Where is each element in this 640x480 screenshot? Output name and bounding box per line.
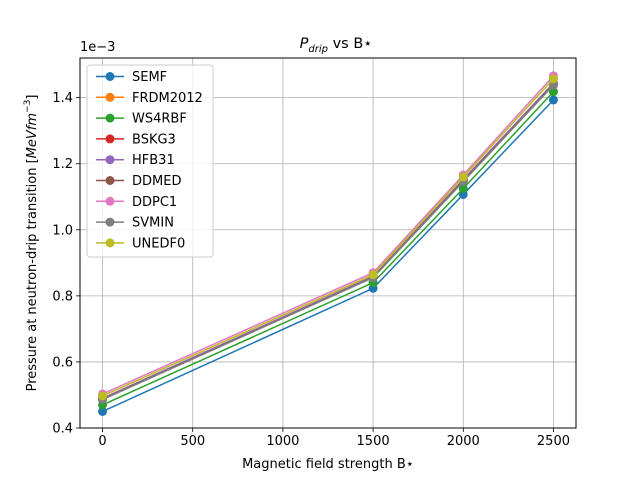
series-line bbox=[102, 82, 554, 399]
series-line bbox=[102, 91, 554, 406]
data-point bbox=[98, 406, 108, 416]
legend: SEMF FRDM2012 WS4RBF BSKG3 HFB31 DDMED DDPC1 SV… bbox=[86, 64, 214, 258]
x-tick-label: 1500 bbox=[357, 434, 390, 449]
legend-entry: DDPC1 bbox=[96, 195, 177, 210]
legend-label: DDPC1 bbox=[132, 195, 177, 210]
y-tick-label: 0.4 bbox=[52, 422, 73, 437]
y-tick-label: 1.4 bbox=[52, 91, 73, 106]
x-axis-label: Magnetic field strength B⋆ bbox=[242, 457, 414, 472]
legend-items: SEMF FRDM2012 WS4RBF BSKG3 HFB31 DDMED DDPC1 SV… bbox=[96, 70, 203, 251]
legend-entry: SEMF bbox=[96, 70, 167, 85]
legend-label: UNEDF0 bbox=[132, 236, 185, 251]
legend-marker bbox=[105, 217, 115, 227]
data-point bbox=[458, 183, 468, 193]
legend-box bbox=[86, 64, 214, 258]
x-tick-label: 2000 bbox=[447, 434, 480, 449]
legend-entry: SVMIN bbox=[96, 216, 174, 231]
chart-title: Pdrip vs B⋆ bbox=[300, 36, 373, 55]
legend-entry: UNEDF0 bbox=[96, 236, 185, 251]
series-line bbox=[102, 78, 555, 397]
y-tick-label: 0.8 bbox=[52, 289, 73, 304]
x-tick-label: 0 bbox=[98, 434, 106, 449]
plot-series bbox=[98, 71, 558, 416]
plot-frame bbox=[79, 57, 577, 429]
series-line bbox=[102, 99, 554, 413]
data-point bbox=[548, 95, 558, 105]
legend-entry: WS4RBF bbox=[96, 112, 187, 127]
y-axis-ticks: 0.4 0.6 0.8 1.0 1.2 1.4 bbox=[52, 91, 80, 437]
legend-marker bbox=[105, 176, 115, 185]
series-line bbox=[102, 75, 555, 395]
data-point bbox=[548, 80, 558, 90]
x-tick-label: 1000 bbox=[266, 434, 299, 449]
x-tick-label: 2500 bbox=[537, 434, 570, 449]
data-point bbox=[548, 74, 558, 84]
data-point bbox=[368, 270, 378, 280]
y-axis-label: Pressure at neutron-drip transition [MeV… bbox=[23, 95, 40, 392]
series-line bbox=[102, 84, 554, 401]
legend-marker bbox=[105, 92, 115, 102]
legend-entry: FRDM2012 bbox=[96, 91, 203, 106]
x-axis-ticks: 0 500 1000 1500 2000 2500 bbox=[98, 428, 570, 449]
data-point bbox=[548, 87, 558, 97]
legend-label: SVMIN bbox=[132, 216, 174, 231]
y-tick-label: 1.2 bbox=[52, 157, 73, 172]
legend-entry: DDMED bbox=[96, 174, 181, 189]
legend-label: WS4RBF bbox=[132, 112, 187, 127]
legend-entry: BSKG3 bbox=[96, 132, 176, 147]
legend-marker bbox=[105, 134, 115, 144]
y-offset-label: 1e−3 bbox=[80, 40, 115, 55]
legend-label: DDMED bbox=[132, 174, 181, 189]
y-tick-label: 0.6 bbox=[52, 355, 73, 370]
legend-marker bbox=[105, 196, 115, 206]
legend-marker bbox=[105, 238, 115, 248]
legend-label: FRDM2012 bbox=[132, 91, 203, 106]
data-point bbox=[458, 172, 468, 182]
legend-marker bbox=[105, 155, 115, 165]
legend-marker bbox=[105, 72, 115, 81]
legend-marker bbox=[105, 113, 115, 123]
x-tick-label: 500 bbox=[180, 434, 205, 449]
legend-label: SEMF bbox=[132, 70, 167, 85]
legend-entry: HFB31 bbox=[96, 153, 175, 168]
y-tick-label: 1.0 bbox=[52, 223, 73, 238]
series-unedf0 bbox=[98, 74, 558, 401]
legend-label: BSKG3 bbox=[132, 132, 176, 147]
legend-label: HFB31 bbox=[132, 153, 175, 168]
data-point bbox=[98, 391, 108, 401]
